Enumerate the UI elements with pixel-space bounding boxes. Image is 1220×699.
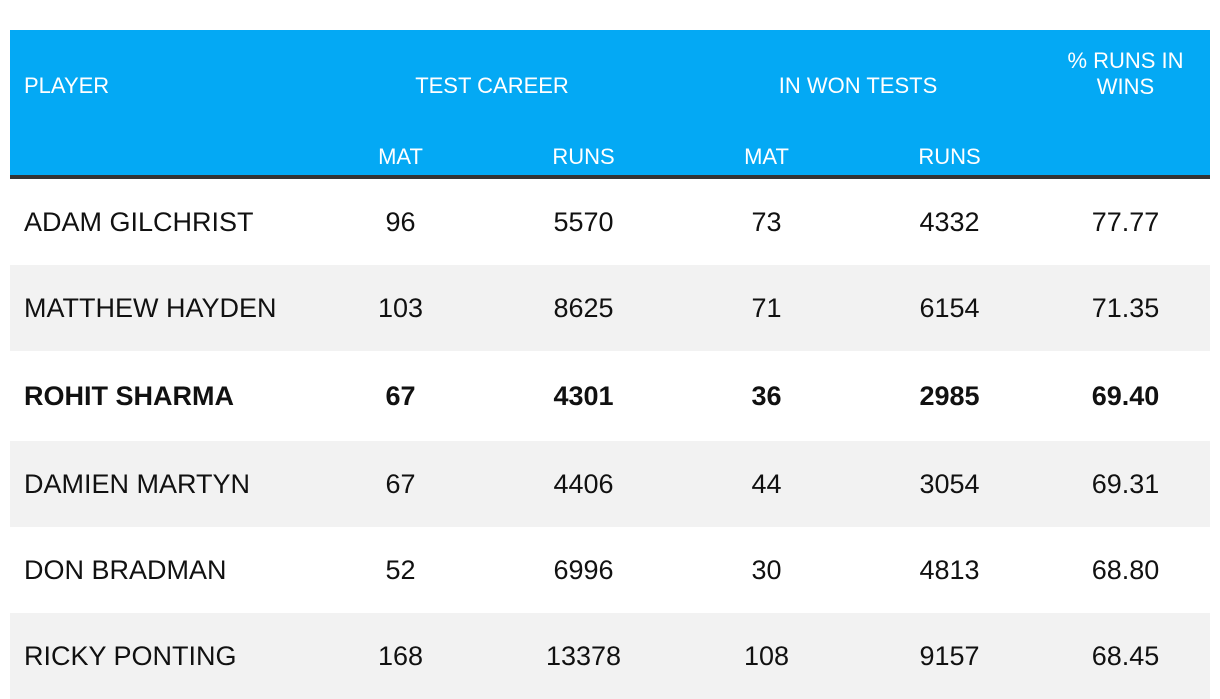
won-runs: 4813 xyxy=(919,554,980,585)
header-test-runs: RUNS xyxy=(492,143,675,179)
table-row: ROHIT SHARMA 67 4301 36 2985 69.40 xyxy=(10,351,1210,441)
player-name: ROHIT SHARMA xyxy=(24,380,234,411)
won-mat: 108 xyxy=(675,613,858,699)
won-mat: 36 xyxy=(751,380,782,411)
table-row: DON BRADMAN 52 6996 30 4813 68.80 xyxy=(10,527,1210,613)
pct-runs-in-wins: 68.80 xyxy=(1091,554,1160,585)
won-mat: 44 xyxy=(675,441,858,527)
test-mat: 103 xyxy=(309,265,492,351)
table-row: ADAM GILCHRIST 96 5570 73 4332 77.77 xyxy=(10,177,1210,265)
test-mat: 67 xyxy=(385,380,416,411)
won-mat: 73 xyxy=(751,206,782,237)
test-runs: 4301 xyxy=(553,380,614,411)
stats-table: PLAYER TEST CAREER IN WON TESTS % RUNS I… xyxy=(10,30,1210,699)
test-runs: 6996 xyxy=(553,554,614,585)
test-mat: 67 xyxy=(309,441,492,527)
won-runs: 3054 xyxy=(858,441,1041,527)
header-player: PLAYER xyxy=(10,30,309,143)
won-mat: 71 xyxy=(675,265,858,351)
test-runs: 8625 xyxy=(492,265,675,351)
pct-runs-in-wins: 68.45 xyxy=(1041,613,1210,699)
header-blank xyxy=(10,143,309,179)
won-runs: 4332 xyxy=(919,206,980,237)
header-in-won-tests: IN WON TESTS xyxy=(675,30,1041,143)
player-name: ADAM GILCHRIST xyxy=(24,206,254,237)
header-won-mat: MAT xyxy=(675,143,858,179)
won-mat: 30 xyxy=(751,554,782,585)
won-runs: 2985 xyxy=(919,380,980,411)
test-mat: 168 xyxy=(309,613,492,699)
header-pct-runs-in-wins: % RUNS IN WINS xyxy=(1041,30,1210,179)
player-name: DON BRADMAN xyxy=(24,554,227,585)
test-runs: 13378 xyxy=(492,613,675,699)
won-runs: 6154 xyxy=(858,265,1041,351)
header-won-runs: RUNS xyxy=(858,143,1041,179)
table-row: RICKY PONTING 168 13378 108 9157 68.45 xyxy=(10,613,1210,699)
table-row: MATTHEW HAYDEN 103 8625 71 6154 71.35 xyxy=(10,265,1210,351)
pct-runs-in-wins: 69.31 xyxy=(1041,441,1210,527)
pct-runs-in-wins: 71.35 xyxy=(1041,265,1210,351)
test-mat: 96 xyxy=(385,206,416,237)
won-runs: 9157 xyxy=(858,613,1041,699)
header-test-career: TEST CAREER xyxy=(309,30,675,143)
pct-runs-in-wins: 77.77 xyxy=(1091,206,1160,237)
test-mat: 52 xyxy=(385,554,416,585)
test-runs: 4406 xyxy=(492,441,675,527)
test-runs: 5570 xyxy=(553,206,614,237)
player-name: DAMIEN MARTYN xyxy=(10,441,309,527)
table-row: DAMIEN MARTYN 67 4406 44 3054 69.31 xyxy=(10,441,1210,527)
header-test-mat: MAT xyxy=(309,143,492,179)
player-name: MATTHEW HAYDEN xyxy=(10,265,309,351)
pct-runs-in-wins: 69.40 xyxy=(1091,380,1160,411)
player-name: RICKY PONTING xyxy=(10,613,309,699)
